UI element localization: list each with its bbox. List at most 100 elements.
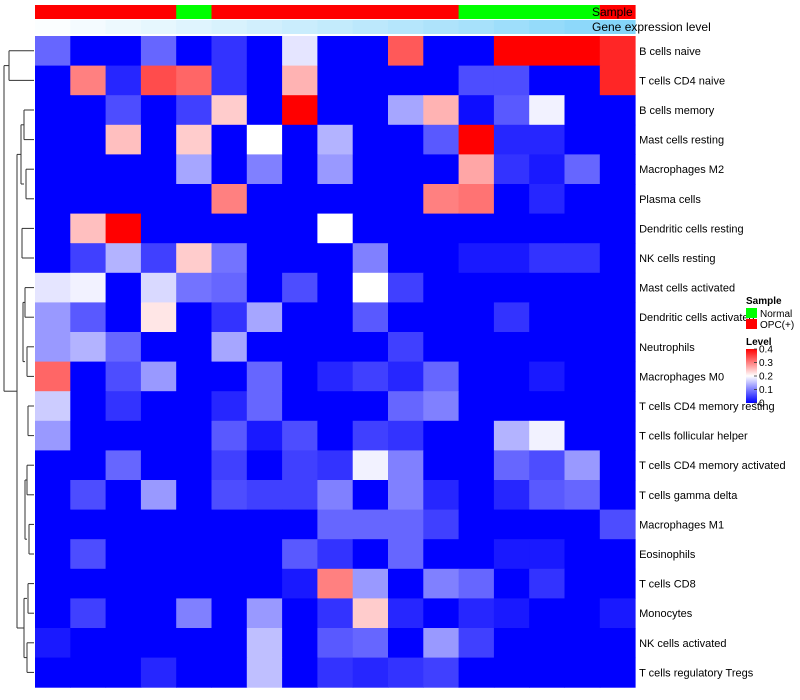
heatmap-cell xyxy=(176,450,212,481)
heatmap-cell xyxy=(564,450,601,481)
heatmap-cell xyxy=(493,243,530,274)
heatmap-cell xyxy=(246,36,283,67)
heatmap-cell xyxy=(176,213,212,244)
heatmap-cell xyxy=(388,65,424,96)
heatmap-cell xyxy=(246,391,283,422)
heatmap-cell xyxy=(423,213,460,244)
heatmap-cell xyxy=(246,154,283,185)
row-label: T cells gamma delta xyxy=(639,490,738,502)
heatmap-cell xyxy=(246,480,283,511)
heatmap-cell xyxy=(70,391,107,422)
heatmap-cell xyxy=(105,124,142,155)
heatmap-cell xyxy=(388,568,424,599)
heatmap-cell xyxy=(458,243,495,274)
heatmap-cell xyxy=(352,391,389,422)
heatmap-cell xyxy=(423,65,460,96)
heatmap-cell xyxy=(282,36,318,67)
heatmap-cell xyxy=(493,154,530,185)
heatmap-cell xyxy=(423,36,460,67)
heatmap-cell xyxy=(105,184,142,215)
heatmap-cell xyxy=(317,272,354,303)
heatmap-cell xyxy=(246,95,283,126)
heatmap-cell xyxy=(529,598,565,629)
heatmap-cell xyxy=(140,450,177,481)
heatmap-cell xyxy=(458,65,495,96)
sample-bar-segment xyxy=(458,5,495,19)
level-ticks: 0.4 0.3 0.2 0.1 0 xyxy=(754,345,773,410)
heatmap-cell xyxy=(564,95,601,126)
heatmap-cell xyxy=(352,509,389,540)
heatmap-cell xyxy=(105,302,142,333)
sample-bar-segment xyxy=(599,5,636,19)
heatmap-cell xyxy=(388,154,424,185)
heatmap-cell xyxy=(35,36,71,67)
row-label: B cells naive xyxy=(639,46,701,58)
heatmap-cell xyxy=(282,568,318,599)
heatmap-cell xyxy=(458,509,495,540)
heatmap-cell xyxy=(493,272,530,303)
heatmap-cell xyxy=(70,36,107,67)
heatmap-cell xyxy=(564,420,601,451)
heatmap-cell xyxy=(282,361,318,392)
expression-bar-segment xyxy=(176,20,212,34)
heatmap-cell xyxy=(458,420,495,451)
heatmap-cell xyxy=(564,272,601,303)
heatmap-cell xyxy=(458,628,495,659)
heatmap-cell xyxy=(105,509,142,540)
heatmap-cell xyxy=(388,361,424,392)
heatmap-cell xyxy=(246,124,283,155)
heatmap-cell xyxy=(140,420,177,451)
heatmap-cell xyxy=(176,598,212,629)
heatmap-cell xyxy=(458,598,495,629)
heatmap-cell xyxy=(211,628,248,659)
heatmap-cell xyxy=(352,480,389,511)
heatmap-cell xyxy=(140,302,177,333)
heatmap-cell xyxy=(599,243,636,274)
heatmap-cell xyxy=(140,628,177,659)
heatmap-cell xyxy=(599,568,636,599)
heatmap-cell xyxy=(388,628,424,659)
heatmap-cell xyxy=(211,36,248,67)
heatmap-cell xyxy=(388,509,424,540)
heatmap-cell xyxy=(423,657,460,688)
heatmap-cell xyxy=(317,509,354,540)
heatmap-cell xyxy=(176,568,212,599)
legend-swatch-opc xyxy=(746,319,757,329)
heatmap-cell xyxy=(493,391,530,422)
sample-bar-segment xyxy=(176,5,212,19)
legend: Sample Normal OPC(+) Level 0.4 0.3 0.2 0.1 0 xyxy=(746,296,794,410)
heatmap-cell xyxy=(105,361,142,392)
heatmap-cell xyxy=(458,184,495,215)
heatmap-cell xyxy=(423,450,460,481)
heatmap-cell xyxy=(388,420,424,451)
heatmap-cell xyxy=(599,657,636,688)
heatmap-cell xyxy=(282,450,318,481)
heatmap-cell xyxy=(211,243,248,274)
heatmap-cell xyxy=(35,95,71,126)
sample-bar-segment xyxy=(529,5,565,19)
heatmap-cell xyxy=(140,568,177,599)
heatmap-cell xyxy=(176,65,212,96)
heatmap-cell xyxy=(211,420,248,451)
heatmap-cell xyxy=(388,302,424,333)
expression-bar-segment xyxy=(282,20,318,34)
level-tick-label: 0.1 xyxy=(759,385,773,396)
heatmap-cell xyxy=(105,598,142,629)
heatmap-cell xyxy=(352,243,389,274)
heatmap-cell xyxy=(564,480,601,511)
heatmap-cell xyxy=(388,213,424,244)
expression-bar-segment xyxy=(140,20,177,34)
heatmap-cell xyxy=(458,36,495,67)
heatmap-cell xyxy=(105,213,142,244)
row-label: Macrophages M2 xyxy=(639,164,724,176)
heatmap-cell xyxy=(176,36,212,67)
heatmap-cell xyxy=(70,302,107,333)
heatmap-cell xyxy=(282,332,318,363)
heatmap-cell xyxy=(458,332,495,363)
heatmap-cell xyxy=(599,539,636,570)
heatmap-cell xyxy=(599,361,636,392)
heatmap-cell xyxy=(352,154,389,185)
level-tick-label: 0 xyxy=(759,399,765,410)
heatmap-cell xyxy=(599,213,636,244)
heatmap-cell xyxy=(70,332,107,363)
